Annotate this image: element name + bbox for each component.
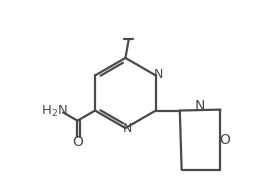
Text: N: N: [153, 68, 163, 81]
Text: O: O: [219, 133, 230, 147]
Text: N: N: [123, 123, 132, 135]
Text: H$_2$N: H$_2$N: [41, 104, 68, 119]
Text: O: O: [72, 135, 83, 149]
Text: N: N: [195, 100, 205, 113]
